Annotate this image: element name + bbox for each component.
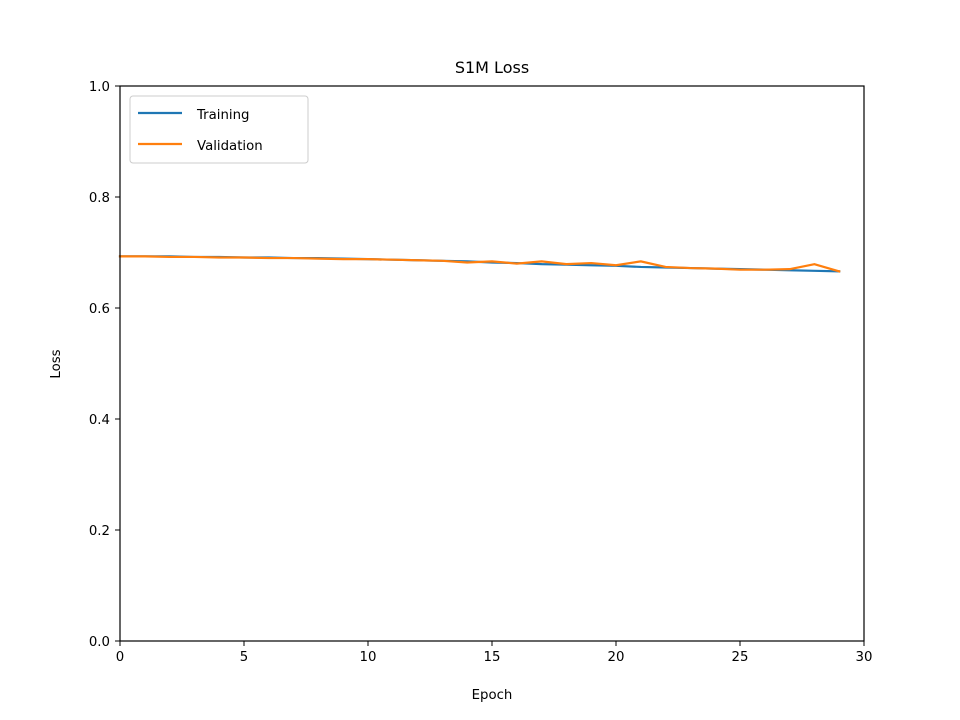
y-tick-label: 0.4	[89, 413, 110, 428]
chart-title: S1M Loss	[455, 58, 529, 77]
x-tick-label: 20	[608, 650, 625, 665]
y-axis-ticks: 0.0 0.2 0.4 0.6 0.8 1.0	[89, 80, 120, 650]
x-tick-label: 15	[484, 650, 501, 665]
plot-lines	[118, 255, 841, 273]
x-axis-label: Epoch	[472, 688, 513, 703]
y-tick-label: 1.0	[89, 80, 110, 95]
series-line-validation	[118, 255, 841, 273]
x-tick-label: 0	[116, 650, 124, 665]
y-tick-label: 0.0	[89, 635, 110, 650]
legend-label-validation: Validation	[197, 139, 263, 154]
x-axis-ticks: 0 5 10 15 20 25 30	[116, 641, 873, 665]
x-tick-label: 10	[360, 650, 377, 665]
x-tick-label: 25	[732, 650, 749, 665]
y-axis-label: Loss	[49, 349, 64, 378]
legend-label-training: Training	[196, 108, 249, 123]
x-tick-label: 30	[856, 650, 873, 665]
x-tick-label: 5	[240, 650, 248, 665]
legend: Training Validation	[129, 95, 309, 164]
y-tick-label: 0.2	[89, 524, 110, 539]
y-tick-label: 0.6	[89, 302, 110, 317]
y-tick-label: 0.8	[89, 191, 110, 206]
